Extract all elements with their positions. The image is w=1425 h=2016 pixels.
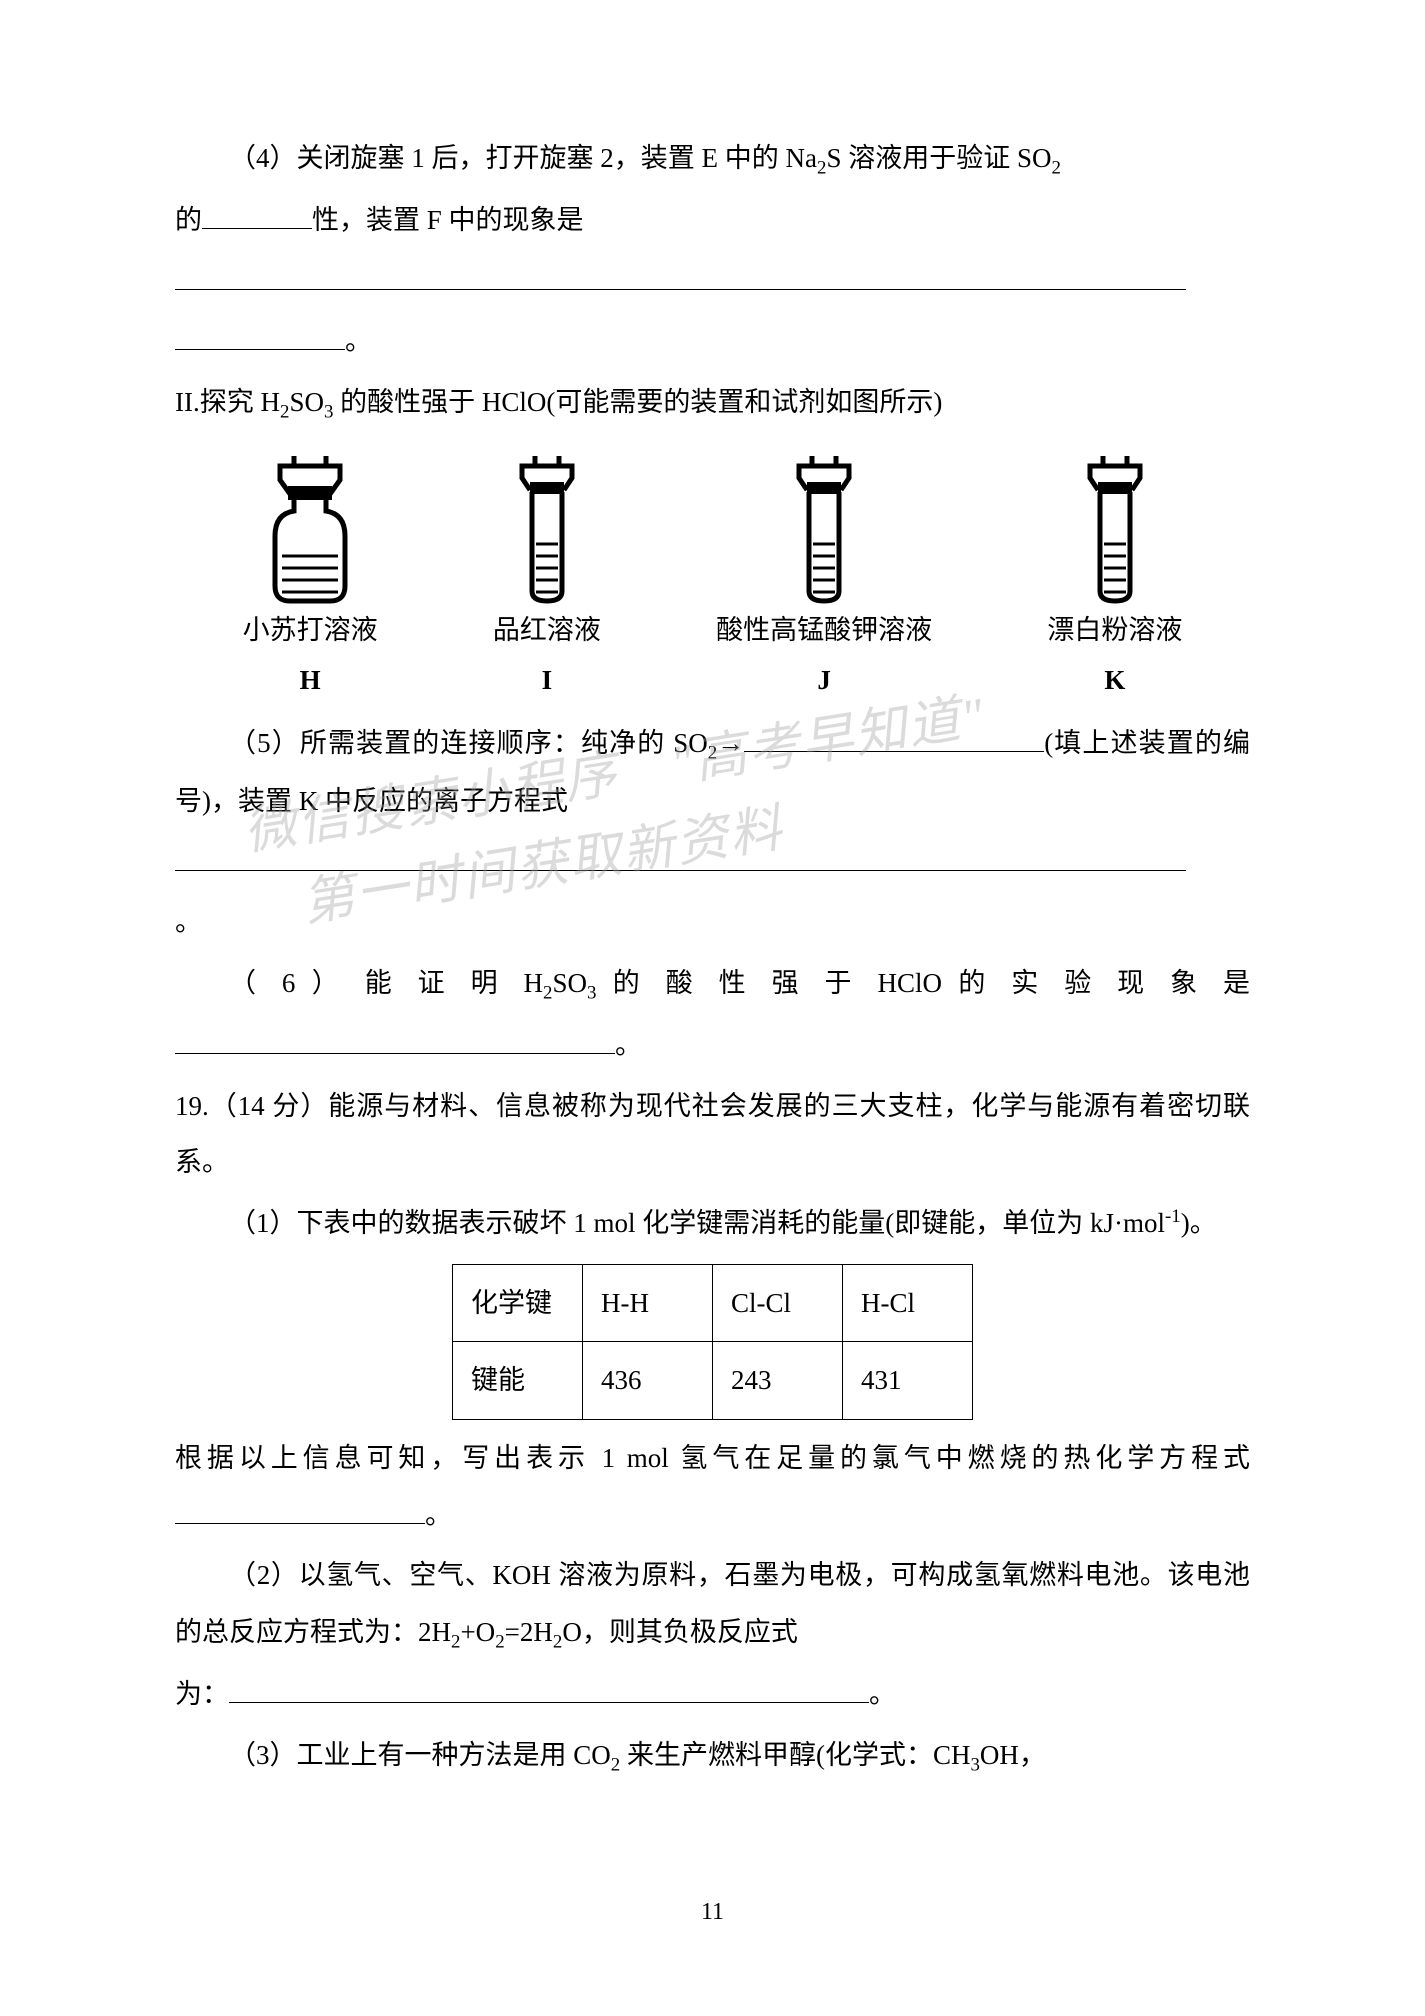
q5-arrow: → [717, 728, 744, 758]
q19-3-mid: 来生产燃料甲醇(化学式：CH [620, 1740, 970, 1770]
table-row: 键能 436 243 431 [453, 1342, 973, 1420]
q4-mid1: S 溶液用于验证 SO [826, 143, 1051, 173]
q4-blank-line [175, 253, 1250, 310]
diag-label-3: 漂白粉溶液 [1047, 612, 1182, 650]
q5-sub1: 2 [708, 742, 717, 763]
q5-text: （5）所需装置的连接顺序：纯净的 SO2→(填上述装置的编号)，装置 K 中反应… [175, 715, 1250, 830]
q19-2-sub3: 2 [553, 1632, 562, 1653]
q19-1b-period: 。 [425, 1500, 452, 1530]
diag-letter-0: H [300, 652, 321, 709]
table-row: 化学键 H-H Cl-Cl H-Cl [453, 1264, 973, 1342]
s2-suffix: 的酸性强于 HClO(可能需要的装置和试剂如图所示) [333, 387, 942, 417]
q19-1b-text: 根据以上信息可知，写出表示 1 mol 氢气在足量的氯气中燃烧的热化学方程式。 [175, 1430, 1250, 1543]
q19-1-prefix: （1）下表中的数据表示破坏 1 mol 化学键需消耗的能量(即键能，单位为 kJ… [229, 1208, 1165, 1238]
diag-letter-1: I [542, 652, 553, 709]
bond-energy-table: 化学键 H-H Cl-Cl H-Cl 键能 436 243 431 [452, 1264, 973, 1420]
q6-mid2: 的 酸 性 强 于 HClO 的 实 验 现 象 是 [596, 968, 1250, 998]
diag-label-2: 酸性高锰酸钾溶液 [716, 612, 932, 650]
th-2: Cl-Cl [713, 1264, 843, 1342]
td-2: 243 [713, 1342, 843, 1420]
q19-2-mid1: +O [460, 1617, 495, 1647]
blank-q5a [744, 722, 1044, 752]
q19-3-suffix: OH， [980, 1740, 1046, 1770]
q19-text: 19.（14 分）能源与材料、信息被称为现代社会发展的三大支柱，化学与能源有着密… [175, 1078, 1250, 1191]
testtube-icon [1070, 456, 1160, 606]
blank-q4c [175, 321, 345, 351]
td-0: 键能 [453, 1342, 583, 1420]
blank-q5b [175, 841, 1186, 871]
q19-3-sub2: 3 [970, 1754, 979, 1775]
q19-2-l2: 为： [175, 1679, 229, 1709]
diagram-row: 小苏打溶液 H 品红溶液 I [185, 456, 1240, 708]
blank-q4b [175, 260, 1186, 290]
q4-suffix: 性，装置 F 中的现象是 [312, 205, 584, 235]
q19-1-suffix: )。 [1181, 1208, 1217, 1238]
q5-period: 。 [175, 907, 202, 937]
td-3: 431 [843, 1342, 973, 1420]
q6-period: 。 [615, 1030, 642, 1060]
q6-text: （ 6 ） 能 证 明 H2SO3 的 酸 性 强 于 HClO 的 实 验 现… [175, 955, 1250, 1013]
q4-mid2: 的 [175, 205, 202, 235]
q4-line2: 的 性，装置 F 中的现象是 [175, 192, 1250, 249]
testtube-icon [779, 456, 869, 606]
s2-mid1: SO [289, 387, 324, 417]
diagram-H: 小苏打溶液 H [243, 456, 378, 708]
q6-mid1: SO [552, 968, 587, 998]
section2-text: II.探究 H2SO3 的酸性强于 HClO(可能需要的装置和试剂如图所示) [175, 374, 1250, 432]
diagram-I: 品红溶液 I [493, 456, 601, 708]
testtube-icon [502, 456, 592, 606]
q5-blank-line [175, 834, 1250, 891]
q19-1-text: （1）下表中的数据表示破坏 1 mol 化学键需消耗的能量(即键能，单位为 kJ… [175, 1195, 1250, 1252]
q19-2-sub2: 2 [495, 1632, 504, 1653]
blank-q6 [175, 1024, 615, 1054]
s2-prefix: II.探究 H [175, 387, 280, 417]
diag-letter-3: K [1104, 652, 1125, 709]
q19-3-prefix: （3）工业上有一种方法是用 CO [229, 1740, 611, 1770]
page-number: 11 [0, 1899, 1425, 1926]
q19-2-line2: 为： 。 [175, 1666, 1250, 1723]
q4-period: 。 [345, 326, 372, 356]
q19-1-sup: -1 [1165, 1206, 1181, 1227]
q19-2-period: 。 [869, 1679, 896, 1709]
th-1: H-H [583, 1264, 713, 1342]
q19-1b-prefix: 根据以上信息可知，写出表示 1 mol 氢气在足量的氯气中燃烧的热化学方程式 [175, 1443, 1250, 1473]
q19-3-sub1: 2 [611, 1754, 620, 1775]
page-content: （4）关闭旋塞 1 后，打开旋塞 2，装置 E 中的 Na2S 溶液用于验证 S… [175, 130, 1250, 1785]
blank-q19-2 [229, 1674, 869, 1704]
q19-2-mid3: O，则其负极反应式 [562, 1617, 798, 1647]
q4-end: 。 [175, 313, 1250, 370]
s2-sub2: 3 [324, 402, 333, 423]
q19-3-text: （3）工业上有一种方法是用 CO2 来生产燃料甲醇(化学式：CH3OH， [175, 1727, 1250, 1785]
flask-icon [250, 456, 370, 606]
q19-2-mid2: =2H [505, 1617, 553, 1647]
diagram-J: 酸性高锰酸钾溶液 J [716, 456, 932, 708]
q5-end: 。 [175, 894, 1250, 951]
th-0: 化学键 [453, 1264, 583, 1342]
q4-prefix: （4）关闭旋塞 1 后，打开旋塞 2，装置 E 中的 Na [229, 143, 817, 173]
diagram-K: 漂白粉溶液 K [1047, 456, 1182, 708]
th-3: H-Cl [843, 1264, 973, 1342]
diag-label-0: 小苏打溶液 [243, 612, 378, 650]
diag-letter-2: J [817, 652, 831, 709]
q19-2-text: （2）以氢气、空气、KOH 溶液为原料，石墨为电极，可构成氢氧燃料电池。该电池的… [175, 1547, 1250, 1662]
q4-sub2: 2 [1051, 157, 1060, 178]
td-1: 436 [583, 1342, 713, 1420]
diag-label-1: 品红溶液 [493, 612, 601, 650]
q6-prefix: （ 6 ） 能 证 明 H [229, 968, 543, 998]
q4-text: （4）关闭旋塞 1 后，打开旋塞 2，装置 E 中的 Na 2S 溶液用于验证 S… [175, 130, 1250, 188]
blank-q4a [202, 199, 312, 229]
q5-prefix: （5）所需装置的连接顺序：纯净的 SO [229, 728, 708, 758]
blank-q19-1b [175, 1494, 425, 1524]
q6-blank: 。 [175, 1017, 1250, 1074]
